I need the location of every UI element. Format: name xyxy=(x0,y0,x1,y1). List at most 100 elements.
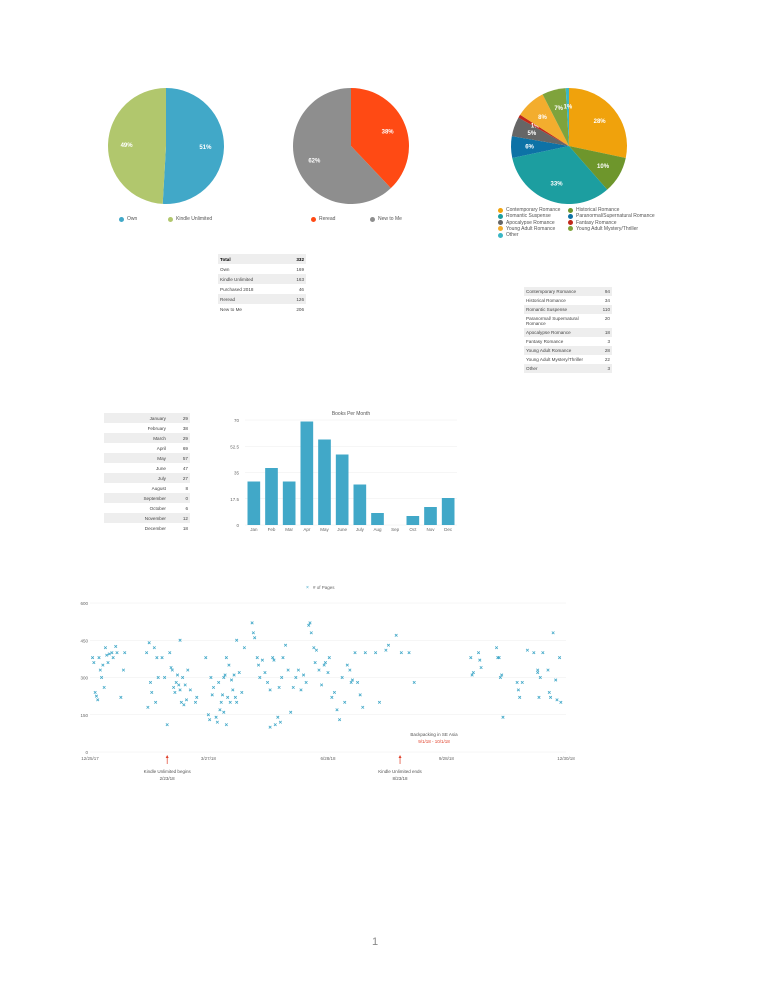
row-label: Young Adult Mystery/Thriller xyxy=(526,357,584,362)
data-point xyxy=(343,700,347,704)
data-point xyxy=(515,680,519,685)
data-point xyxy=(286,668,290,672)
data-point xyxy=(536,668,540,672)
row-value: 6 xyxy=(185,505,188,511)
bar xyxy=(424,507,437,525)
x-tick-label: Jan xyxy=(250,527,258,532)
row-value: 3 xyxy=(600,364,612,373)
range-note-label: Backpacking in SE Asia xyxy=(410,732,458,737)
data-point xyxy=(253,636,257,640)
data-point xyxy=(94,694,99,698)
bar xyxy=(335,454,349,525)
data-point xyxy=(277,685,281,690)
data-point xyxy=(551,631,555,635)
range-note-dates: 9/1/18 - 10/1/18 xyxy=(418,739,450,744)
data-point xyxy=(251,631,255,635)
row-value: 8 xyxy=(185,485,188,491)
data-point xyxy=(516,688,520,692)
row-label: March xyxy=(104,433,168,443)
chart-title: Books Per Month xyxy=(332,411,371,417)
row-value: 28 xyxy=(600,346,612,355)
data-point xyxy=(260,658,264,662)
data-point xyxy=(110,651,114,655)
row-value: 110 xyxy=(600,305,612,314)
data-point xyxy=(263,670,267,675)
data-point xyxy=(165,723,169,727)
bar xyxy=(300,421,314,525)
legend-label: Romantic Suspense xyxy=(506,213,551,220)
row-label: October xyxy=(149,505,166,511)
reread-pie-chart: 38% 62% xyxy=(293,88,409,204)
legend-dot-icon xyxy=(568,207,573,213)
table-row: August 8 xyxy=(104,483,190,493)
row-value: 22 xyxy=(604,357,610,362)
pie-slice-label: 38% xyxy=(382,129,395,135)
data-point xyxy=(188,688,192,692)
bar xyxy=(282,481,296,525)
table-row: October 6 xyxy=(104,503,190,513)
data-point xyxy=(250,621,254,625)
summary-table: Total 332 Own 169 Kindle Unlimited 163 Purchas… xyxy=(218,254,306,314)
bar xyxy=(318,439,331,525)
row-label: May xyxy=(104,453,168,463)
pie-slice-label: 6% xyxy=(525,145,534,151)
table-row: November 12 xyxy=(104,513,190,523)
pie-slice-label: 5% xyxy=(527,131,536,137)
table-row: Paranormal/ Supernatural Romance 20 xyxy=(524,314,612,328)
row-value: 18 xyxy=(600,328,612,337)
data-point xyxy=(206,713,210,717)
data-point xyxy=(209,675,213,680)
pie-slice xyxy=(569,146,626,190)
row-label: April xyxy=(156,445,166,451)
x-tick-label: 6/28/18 xyxy=(320,756,336,761)
data-point xyxy=(384,648,388,652)
data-point xyxy=(235,638,239,642)
data-point xyxy=(255,656,259,660)
bar xyxy=(247,481,261,525)
data-point xyxy=(233,695,237,699)
data-point xyxy=(181,675,185,680)
pie-slice-label: 28% xyxy=(594,119,607,125)
data-point xyxy=(224,656,228,660)
data-point xyxy=(281,656,285,660)
genre-pie-chart: 28%10%33%6%5%1%8%7% 1% xyxy=(511,88,627,204)
legend-label: Fantasy Romance xyxy=(576,219,617,226)
pie-slice xyxy=(293,88,391,204)
data-point xyxy=(103,646,108,650)
data-point xyxy=(152,646,156,650)
data-point xyxy=(195,695,199,699)
data-point xyxy=(219,700,223,704)
legend-dot-icon xyxy=(311,216,316,222)
data-point xyxy=(536,670,540,675)
y-tick-label: 150 xyxy=(80,713,88,718)
data-point xyxy=(169,665,173,670)
legend-item: Young Adult Romance xyxy=(498,226,555,232)
row-value: 126 xyxy=(285,294,306,304)
bar xyxy=(441,498,455,525)
table-row: February 38 xyxy=(104,423,190,433)
y-tick-label: 0 xyxy=(85,750,88,755)
data-point xyxy=(178,688,182,692)
pie-slice-label: 1% xyxy=(564,105,573,111)
data-point xyxy=(273,723,277,727)
data-point xyxy=(353,651,357,655)
data-point xyxy=(204,656,208,660)
table-row: Own 169 xyxy=(218,264,306,274)
data-point xyxy=(175,673,180,677)
data-point xyxy=(304,680,308,685)
pie-slice-label: 62% xyxy=(308,159,321,165)
y-tick-label: 300 xyxy=(80,676,88,681)
data-point xyxy=(554,678,558,682)
row-value: 3 xyxy=(607,339,610,344)
legend-label: Apocalypse Romance xyxy=(506,219,555,226)
pie-slice xyxy=(107,88,166,204)
data-point xyxy=(174,680,178,685)
data-point xyxy=(497,656,501,660)
legend-item: Paranormal/Supernatural Romance xyxy=(568,213,655,219)
x-tick-label: July xyxy=(356,527,365,532)
table-row: Total 332 xyxy=(218,254,306,264)
bar xyxy=(406,516,420,525)
row-label: December xyxy=(144,525,166,531)
row-label: August xyxy=(151,485,166,491)
x-tick-label: 9/28/18 xyxy=(439,756,455,761)
